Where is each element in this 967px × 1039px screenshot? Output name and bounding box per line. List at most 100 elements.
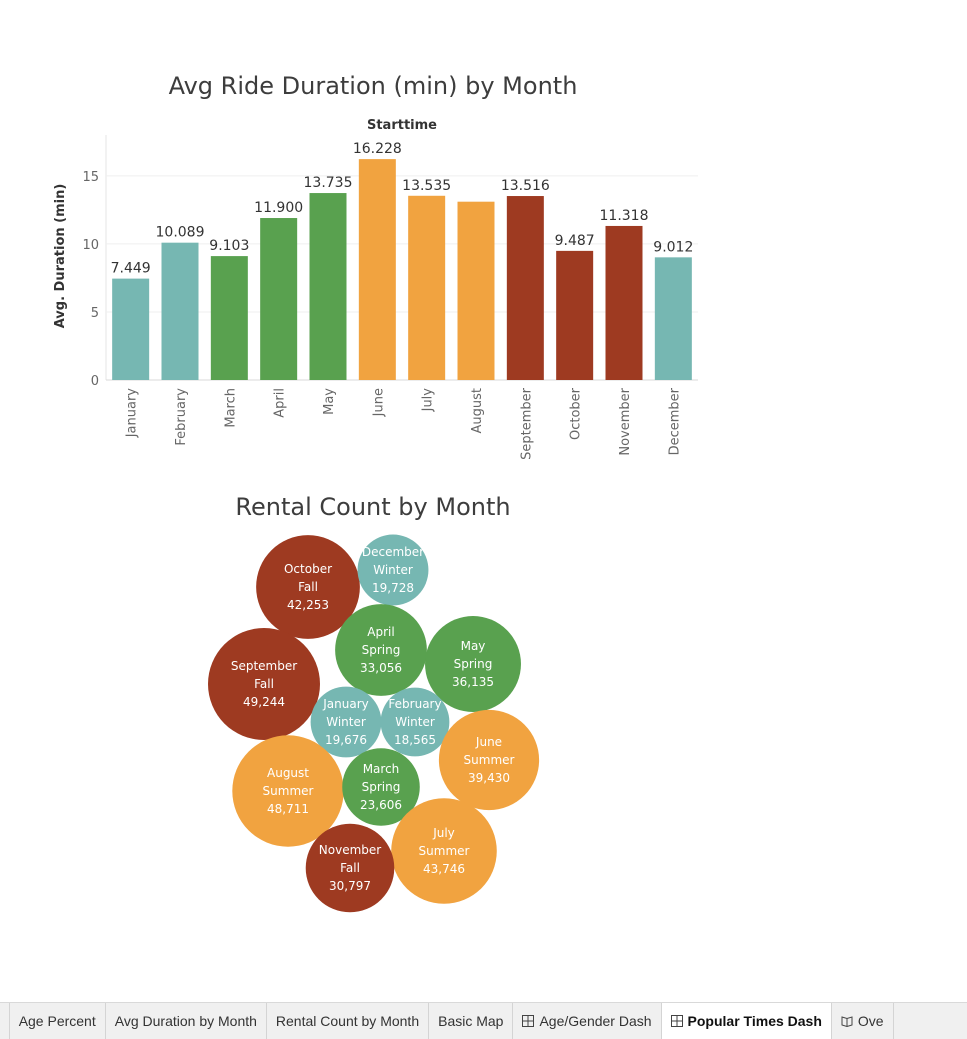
bar [506, 196, 544, 380]
bubble-label: May [461, 639, 486, 653]
bubble-label: December [362, 545, 424, 559]
bar [309, 193, 347, 380]
bar-data-label: 13.535 [402, 178, 451, 194]
x-tick-label: January [125, 388, 140, 439]
bar [556, 250, 594, 380]
bubble-label: 30,797 [329, 879, 371, 893]
column-header: Starttime [367, 118, 437, 133]
x-tick-label: July [421, 388, 436, 413]
dashboard-grid-icon [522, 1015, 535, 1027]
tab-popular-times-dash[interactable]: Popular Times Dash [661, 1003, 832, 1039]
bubble-circle [232, 735, 344, 847]
x-tick-label: November [618, 387, 633, 455]
bar-data-label: 9.487 [555, 233, 595, 249]
story-book-icon [841, 1016, 853, 1027]
bubble-label: January [322, 697, 369, 711]
y-tick-label: 15 [82, 170, 99, 185]
bubble-label: Summer [419, 844, 470, 858]
bubble-september: September Fall 49,244 [208, 628, 320, 740]
bubble-label: 19,728 [372, 581, 414, 595]
bubble-october: October Fall 42,253 [256, 535, 360, 639]
bubble-circle [438, 709, 540, 811]
bar-data-label: 13.516 [501, 178, 550, 194]
bubble-may: May Spring 36,135 [425, 616, 521, 712]
y-tick-label: 5 [91, 306, 99, 321]
x-axis-ticks: January February March April May June July Augu… [125, 387, 683, 460]
x-tick-label: March [223, 388, 238, 428]
bubble-label: Winter [326, 715, 366, 729]
bubble-circle [425, 616, 521, 712]
bubble-february: February Winter 18,565 [380, 687, 450, 757]
tab-age-gender-dash[interactable]: Age/Gender Dash [513, 1003, 662, 1039]
bubble-label: 36,135 [452, 675, 494, 689]
bubble-january: January Winter 19,676 [310, 686, 382, 758]
bar [210, 256, 248, 380]
bubble-label: 42,253 [287, 598, 329, 612]
bubble-label: Fall [298, 580, 318, 594]
dashboard-grid-icon [670, 1015, 683, 1027]
bar-data-label: 11.900 [254, 200, 303, 216]
bubble-july: July Summer 43,746 [391, 798, 497, 904]
x-tick-label: May [322, 388, 337, 415]
x-tick-label: September [519, 387, 534, 460]
tab-label: Basic Map [438, 1013, 504, 1029]
tab-rental-count-by-month[interactable]: Rental Count by Month [266, 1003, 430, 1039]
bubble-label: July [432, 826, 455, 840]
bubble-august: August Summer 48,711 [232, 735, 344, 847]
bubble-december: December Winter 19,728 [357, 534, 429, 606]
tab-basic-map[interactable]: Basic Map [429, 1003, 514, 1039]
bubble-circle [380, 687, 450, 757]
x-tick-label: February [174, 388, 189, 446]
tab-label: Ove [857, 1013, 884, 1029]
bubble-circle [342, 748, 420, 826]
bubble-label: 48,711 [267, 802, 309, 816]
bubble-label: 33,056 [360, 661, 402, 675]
bubble-label: Winter [395, 715, 435, 729]
bubble-circle [391, 798, 497, 904]
tab-nt[interactable]: nt [0, 1003, 10, 1039]
bar-data-label: 16.228 [353, 141, 402, 157]
bubble-marks: October Fall 42,253 December Winter 19,728 Apr… [208, 534, 540, 913]
bubble-circle [305, 823, 395, 913]
bubble-label: June [475, 735, 502, 749]
bar [260, 218, 298, 380]
bubble-november: November Fall 30,797 [305, 823, 395, 913]
bubble-label: 39,430 [468, 771, 510, 785]
bubble-label: Spring [362, 780, 401, 794]
tab-ove[interactable]: Ove [831, 1003, 894, 1039]
tab-age-percent[interactable]: Age Percent [9, 1003, 106, 1039]
bubble-chart-title: Rental Count by Month [235, 493, 510, 521]
bar-chart: Avg Ride Duration (min) by Month Startti… [53, 72, 698, 460]
tab-label: Popular Times Dash [687, 1013, 822, 1029]
tab-label: Age/Gender Dash [539, 1013, 652, 1029]
x-tick-label: December [667, 387, 682, 455]
bubble-label: Fall [340, 861, 360, 875]
tab-label: Avg Duration by Month [114, 1013, 257, 1029]
bar [654, 257, 692, 380]
bubble-chart: Rental Count by Month October Fall 42,253 D… [208, 493, 540, 913]
bubble-label: Winter [373, 563, 413, 577]
bar-data-label: 9.103 [209, 238, 249, 254]
bar [112, 278, 150, 380]
dashboard: Avg Ride Duration (min) by Month Startti… [53, 72, 698, 913]
y-tick-label: 0 [91, 374, 99, 389]
bubble-circle [256, 535, 360, 639]
bubble-label: Spring [454, 657, 493, 671]
bubble-label: Summer [464, 753, 515, 767]
sheet-tab-bar: nt Age Percent Avg Duration by Month Rental… [0, 1002, 967, 1039]
bubble-april: April Spring 33,056 [335, 604, 427, 696]
tab-avg-duration-by-month[interactable]: Avg Duration by Month [105, 1003, 267, 1039]
bubble-label: Summer [263, 784, 314, 798]
bubble-label: 19,676 [325, 733, 367, 747]
bar-data-label: 13.735 [304, 175, 353, 191]
bar-marks [112, 159, 692, 380]
bar-gridlines [105, 135, 698, 381]
x-tick-label: October [569, 387, 584, 440]
tab-label: Age Percent [18, 1013, 96, 1029]
bubble-circle [357, 534, 429, 606]
x-tick-label: June [371, 388, 386, 417]
bar [358, 159, 396, 380]
x-tick-label: April [273, 388, 288, 418]
bubble-label: August [267, 766, 309, 780]
